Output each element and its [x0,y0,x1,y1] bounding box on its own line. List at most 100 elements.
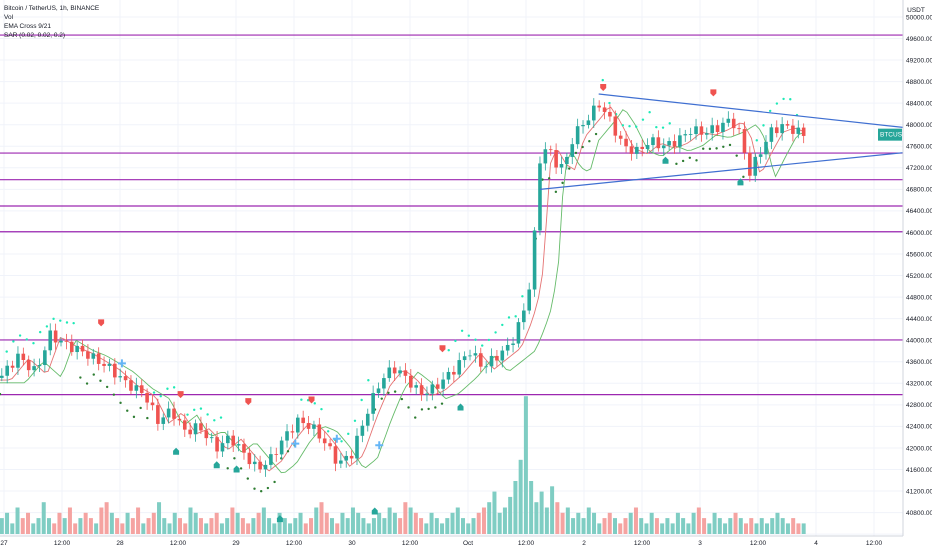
volume-bar [125,512,130,534]
horizontal-levels[interactable]: 49663.9447473.3846979.5946490.5546013.67… [0,30,932,400]
volume-bars [0,396,806,534]
candle-body [64,340,69,342]
volume-bar [67,507,72,534]
candle-body [409,375,413,388]
sar-dot [420,408,424,411]
price-tick: 49200.00 [906,57,932,64]
volume-bar [46,518,51,534]
volume-bar [78,518,83,534]
price-tick: 48800.00 [906,79,932,86]
candle-body [21,353,26,361]
candle-body [468,355,472,357]
sar-dot [286,450,290,453]
candle-body [602,107,607,112]
volume-bar [492,491,497,534]
time-tick: 12:00 [750,540,767,547]
candle-body [193,423,198,435]
sar-dot [655,125,658,129]
sell-marker [98,319,105,327]
candle-body [328,443,332,447]
volume-bar [455,507,460,534]
volume-bar [151,512,156,534]
sar-dot [213,419,216,422]
sar-dot [594,132,598,136]
volume-bar [235,512,240,534]
time-tick: 12:00 [402,540,419,547]
volume-bar [41,502,46,534]
sar-dot [65,321,69,324]
candle-body [215,437,219,452]
sar-dot [695,159,698,162]
legend-sar[interactable]: SAR (0.02, 0.02, 0.2) [4,32,66,39]
candle-body [581,125,585,127]
volume-bar [104,502,109,534]
volume-bar [26,512,31,534]
trendlines[interactable] [539,93,904,190]
volume-bar [356,512,361,534]
time-tick: 12:00 [866,540,883,547]
candle-body [403,370,408,376]
sar-dot [702,147,705,150]
candle-body [548,149,553,151]
price-tick: 49600.00 [906,36,932,43]
sar-dot [608,101,611,105]
sar-dot [5,350,8,353]
candle-body [123,376,128,381]
candle-body [758,154,763,157]
candle-body [37,365,42,367]
candle-body [505,344,510,351]
sar-dot [246,477,249,480]
volume-bar [15,507,20,534]
candle-body [559,164,564,168]
volume-bar [754,523,759,534]
volume-bar [707,523,712,534]
chart-legend: Bitcoin / TetherUS, 1h, BINANCE Vol EMA … [4,4,99,40]
legend-symbol[interactable]: Bitcoin / TetherUS, 1h, BINANCE [4,5,100,12]
buy-marker [213,461,220,469]
time-axis[interactable]: 27 12:00 28 12:00 29 12:00 30 12:00 Oct 12:00 2 12:… [0,535,932,550]
candle-body [721,122,725,132]
candle-body [538,163,542,231]
candle-body [414,385,418,388]
sar-dot [768,109,772,113]
volume-bar [99,507,104,534]
candle-body [355,435,359,459]
volume-bar [293,518,298,534]
candle-body [478,353,483,367]
volume-bar [5,512,10,534]
candle-body [527,289,532,311]
sar-dot [601,78,604,82]
symbol-tag [878,128,902,141]
volume-bar [309,518,314,534]
volume-bar [633,507,638,534]
sar-dot [735,154,738,157]
volume-bar [555,502,560,534]
candle-body [452,371,456,375]
volume-bar [523,396,528,534]
volume-bar [162,518,167,534]
volume-bar [775,512,780,534]
candle-body [511,343,515,345]
sar-dot [648,110,651,114]
legend-ema-cross[interactable]: EMA Cross 9/21 [4,23,51,30]
volume-bar [681,518,686,534]
volume-bar [177,518,182,534]
candle-body [59,340,63,343]
candle-body [209,437,214,439]
price-tick: 45600.00 [906,251,932,258]
volume-bar [136,507,141,534]
volume-bar [340,512,345,534]
volume-bar [130,518,135,534]
sar-dot [467,334,471,337]
price-tick: 43600.00 [906,359,932,366]
candle-body [635,146,639,154]
volume-bar [94,523,99,534]
volume-bar [445,518,450,534]
volume-bar [120,523,125,534]
sar-dot [326,430,330,433]
legend-volume[interactable]: Vol [4,14,14,21]
candle-body [317,424,322,439]
candle-body [5,365,9,376]
